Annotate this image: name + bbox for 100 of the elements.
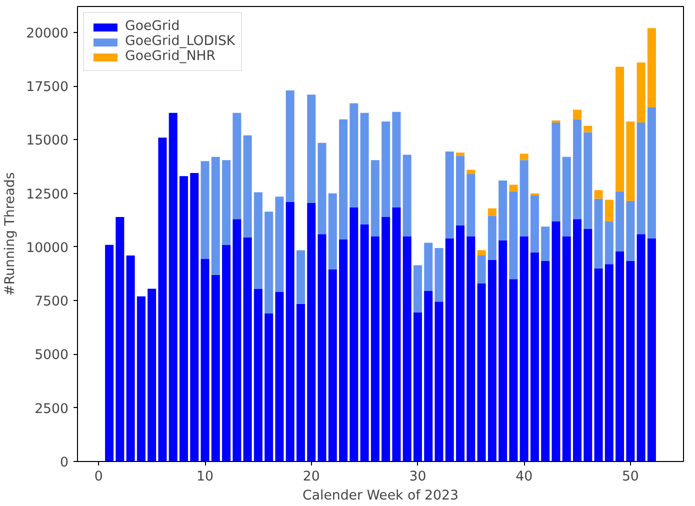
bar bbox=[445, 152, 454, 238]
bar bbox=[402, 236, 412, 462]
bar bbox=[360, 112, 369, 224]
bar bbox=[318, 142, 326, 234]
y-tick-label: 0 bbox=[60, 456, 69, 470]
bar bbox=[222, 244, 231, 462]
bar bbox=[456, 226, 465, 462]
bar bbox=[168, 112, 178, 462]
bar bbox=[328, 193, 337, 270]
x-tick-label: 0 bbox=[94, 470, 103, 484]
bar bbox=[350, 103, 358, 208]
bar bbox=[647, 108, 656, 238]
bar bbox=[116, 216, 124, 462]
x-tick-label: 10 bbox=[196, 470, 214, 484]
bar bbox=[158, 138, 167, 462]
bar bbox=[307, 203, 316, 462]
bar bbox=[466, 170, 476, 174]
bar bbox=[370, 236, 380, 462]
bar bbox=[232, 112, 242, 220]
bar bbox=[232, 219, 242, 462]
bar bbox=[190, 172, 199, 462]
bar bbox=[647, 238, 656, 462]
bar bbox=[286, 90, 294, 202]
bar bbox=[445, 238, 454, 462]
bar bbox=[573, 119, 582, 220]
bar bbox=[488, 260, 496, 462]
bar bbox=[616, 66, 624, 192]
bar bbox=[434, 302, 444, 462]
bar bbox=[584, 228, 592, 462]
bar bbox=[594, 190, 603, 199]
bar bbox=[552, 122, 560, 222]
bar bbox=[360, 224, 369, 462]
bar bbox=[636, 234, 646, 462]
y-tick-label: 5000 bbox=[34, 348, 69, 364]
bar bbox=[286, 202, 294, 462]
bar bbox=[530, 252, 539, 462]
bar bbox=[552, 221, 560, 462]
bar bbox=[456, 152, 465, 156]
y-tick-label: 15000 bbox=[26, 134, 69, 149]
bar bbox=[477, 256, 486, 284]
bar bbox=[402, 154, 412, 236]
x-tick-label: 40 bbox=[516, 470, 533, 484]
bar bbox=[616, 191, 624, 252]
bar bbox=[616, 251, 624, 462]
bar bbox=[466, 236, 476, 462]
bar bbox=[211, 156, 220, 275]
bar bbox=[243, 237, 252, 462]
bar bbox=[562, 236, 571, 462]
bar bbox=[370, 160, 380, 236]
bar bbox=[604, 264, 614, 462]
bar bbox=[636, 62, 646, 123]
bar bbox=[541, 260, 550, 462]
bar bbox=[594, 198, 603, 268]
bar bbox=[264, 212, 274, 314]
bar bbox=[200, 161, 210, 259]
bar bbox=[254, 192, 262, 289]
x-axis-title: Calender Week of 2023 bbox=[302, 488, 458, 504]
bar bbox=[339, 119, 348, 240]
bar bbox=[275, 196, 284, 292]
bar bbox=[509, 191, 518, 280]
bar bbox=[392, 207, 401, 462]
bar bbox=[498, 240, 508, 462]
y-tick-label: 7500 bbox=[34, 294, 69, 310]
bar bbox=[413, 312, 422, 462]
bar bbox=[382, 216, 390, 462]
bar bbox=[604, 221, 614, 264]
x-tick-label: 50 bbox=[622, 470, 639, 484]
bar bbox=[264, 313, 274, 462]
bar bbox=[434, 248, 444, 302]
bar bbox=[636, 122, 646, 234]
bar bbox=[477, 283, 486, 462]
bar bbox=[339, 239, 348, 462]
y-tick-label: 12500 bbox=[26, 187, 69, 202]
bar bbox=[488, 208, 496, 216]
legend-label: GoeGrid_LODISK bbox=[125, 34, 236, 49]
bar bbox=[318, 234, 326, 462]
bar bbox=[520, 236, 528, 462]
bar bbox=[530, 195, 539, 252]
bar bbox=[350, 207, 358, 462]
bar bbox=[456, 156, 465, 226]
bar bbox=[594, 268, 603, 462]
bar bbox=[509, 184, 518, 192]
bar bbox=[200, 258, 210, 462]
bar bbox=[222, 160, 231, 245]
bar bbox=[243, 135, 252, 238]
x-tick-label: 20 bbox=[302, 470, 320, 484]
bar bbox=[562, 156, 571, 236]
bar bbox=[647, 28, 656, 108]
bar bbox=[466, 174, 476, 236]
legend-label: GoeGrid bbox=[125, 19, 180, 34]
bar bbox=[136, 296, 146, 462]
bar bbox=[604, 200, 614, 222]
bar bbox=[382, 121, 390, 217]
bar bbox=[413, 265, 422, 312]
bar bbox=[498, 180, 508, 241]
bar bbox=[573, 219, 582, 462]
bar bbox=[424, 242, 433, 291]
bar bbox=[126, 256, 135, 462]
y-tick-label: 10000 bbox=[26, 240, 69, 256]
bar bbox=[307, 94, 316, 203]
